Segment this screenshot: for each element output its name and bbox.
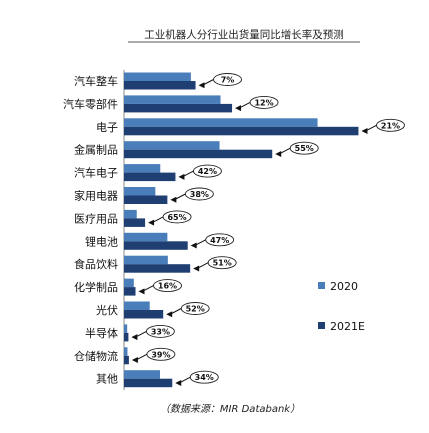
- bar-2020-10: [124, 301, 150, 310]
- category-labels-group: 汽车整车汽车零部件电子金属制品汽车电子家用电器医疗用品锂电池食品饮料化学制品光伏…: [63, 74, 118, 386]
- bar-2021e-12: [124, 355, 129, 365]
- category-label: 汽车零部件: [63, 97, 118, 111]
- bar-2021e-7: [124, 241, 188, 250]
- growth-bubble: [249, 95, 279, 109]
- growth-label: 16%: [158, 282, 177, 291]
- bar-2020-13: [124, 370, 161, 379]
- growth-arrow-head: [190, 242, 197, 249]
- bar-2020-12: [124, 347, 128, 356]
- bar-2020-1: [124, 95, 221, 104]
- growth-arrow-head: [198, 82, 205, 89]
- bar-2020-2: [124, 118, 318, 127]
- growth-arrow-head: [148, 219, 155, 226]
- bar-2021e-10: [124, 310, 164, 319]
- category-label: 锂电池: [85, 234, 118, 248]
- bar-2020-0: [124, 72, 191, 81]
- category-label: 医疗用品: [74, 211, 118, 225]
- legend-swatch-2021e: [318, 322, 325, 329]
- growth-arrow-head: [235, 105, 242, 112]
- bar-2021e-3: [124, 149, 273, 159]
- growth-label: 38%: [190, 190, 209, 199]
- category-label: 半导体: [85, 326, 118, 340]
- category-label: 家用电器: [74, 189, 118, 203]
- chart-title: 工业机器人分行业出货量同比增长率及预测: [144, 28, 344, 41]
- growth-label: 52%: [186, 305, 205, 314]
- growth-arrow-head: [138, 288, 145, 295]
- growth-arrow-head: [131, 357, 138, 364]
- bar-2021e-5: [124, 195, 168, 204]
- growth-label: 7%: [221, 76, 235, 85]
- growth-label: 42%: [198, 167, 217, 176]
- category-label: 其他: [96, 373, 118, 386]
- growth-arrow-head: [170, 196, 177, 203]
- growth-label: 47%: [210, 236, 229, 245]
- category-label: 光伏: [96, 303, 118, 317]
- bar-2020-5: [124, 187, 156, 196]
- growth-arrow-head: [166, 311, 173, 318]
- bar-2021e-8: [124, 264, 191, 273]
- growth-annotations-group: 7% 12% 21% 55% 42% 38% 65% 47% 51% 16% 52% 33% 39% 34…: [131, 73, 405, 386]
- category-label: 汽车整车: [74, 74, 118, 88]
- bar-2020-3: [124, 141, 220, 150]
- chart-title-group: 工业机器人分行业出货量同比增长率及预测: [128, 28, 360, 43]
- bar-2020-9: [124, 278, 134, 288]
- category-label: 食品饮料: [74, 257, 118, 271]
- growth-label: 65%: [167, 213, 186, 222]
- source-note: （数据来源：MIR Databank）: [160, 403, 300, 415]
- category-label: 金属制品: [74, 143, 118, 157]
- growth-label: 12%: [254, 98, 273, 107]
- growth-arrow-head: [175, 379, 182, 386]
- growth-arrow-head: [275, 150, 282, 157]
- growth-label: 34%: [195, 373, 214, 382]
- legend: 2020 2021E: [318, 280, 365, 333]
- bar-2021e-0: [124, 81, 196, 90]
- bar-2020-6: [124, 209, 137, 219]
- growth-arrow-head: [193, 265, 200, 272]
- growth-label: 55%: [295, 144, 314, 153]
- growth-label: 39%: [151, 350, 170, 359]
- growth-label: 51%: [213, 259, 232, 268]
- bar-2021e-11: [124, 332, 129, 342]
- growth-arrow-head: [178, 173, 185, 180]
- growth-arrow-head: [361, 128, 368, 135]
- growth-arrow-head: [131, 334, 138, 341]
- legend-swatch-2020: [318, 282, 325, 289]
- bar-2021e-1: [124, 103, 233, 113]
- category-label: 电子: [96, 121, 118, 134]
- bar-2020-4: [124, 164, 161, 173]
- bar-2021e-13: [124, 378, 173, 388]
- bar-2021e-4: [124, 172, 176, 182]
- bar-2021e-2: [124, 126, 359, 136]
- bars-group: [124, 72, 359, 388]
- growth-label: 33%: [151, 327, 170, 336]
- bar-2020-7: [124, 232, 168, 242]
- bar-2021e-6: [124, 218, 146, 227]
- category-label: 汽车电子: [74, 166, 118, 180]
- category-label: 仓储物流: [74, 349, 118, 363]
- bar-2020-8: [124, 255, 168, 265]
- legend-label-2021e: 2021E: [330, 320, 365, 333]
- growth-label: 21%: [381, 121, 400, 130]
- bar-2020-11: [124, 324, 128, 333]
- category-label: 化学制品: [74, 280, 118, 294]
- bar-2021e-9: [124, 287, 136, 296]
- legend-label-2020: 2020: [330, 280, 358, 293]
